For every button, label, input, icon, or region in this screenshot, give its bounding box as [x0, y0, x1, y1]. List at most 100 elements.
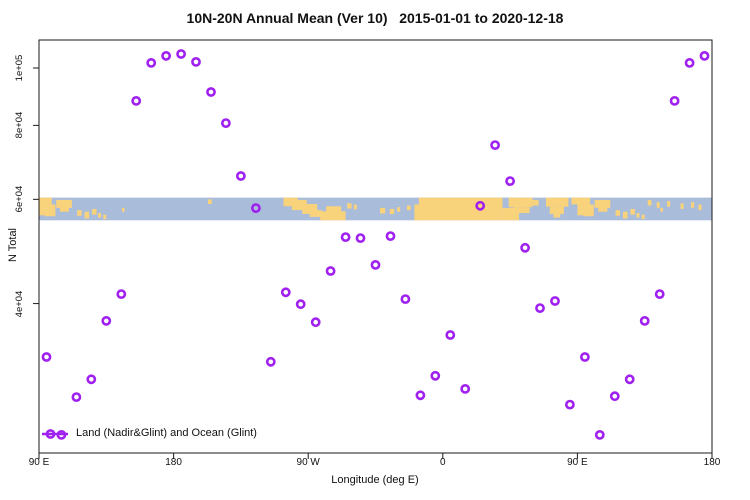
- map-band-land-patch: [680, 203, 684, 209]
- data-point: [41, 352, 52, 362]
- map-band-land-patch: [545, 197, 569, 207]
- y-tick-label: 6e+04: [14, 185, 25, 213]
- map-band-land-patch: [660, 207, 663, 212]
- map-band-land-patch: [513, 207, 530, 214]
- plot-frame: [38, 39, 713, 454]
- map-band-land-patch: [647, 199, 652, 206]
- map-band-land-patch: [92, 208, 97, 215]
- data-point: [295, 299, 306, 310]
- data-point: [161, 51, 171, 61]
- map-band-land-patch: [594, 199, 611, 208]
- map-band-land-patch: [326, 206, 342, 214]
- x-tick-label: 90 W: [296, 457, 320, 468]
- data-point: [475, 200, 486, 211]
- data-point: [490, 140, 500, 150]
- data-point: [235, 171, 246, 181]
- map-band-land-patch: [389, 208, 395, 214]
- data-point: [86, 374, 97, 385]
- map-band-land-patch: [291, 199, 307, 211]
- map-band-land-patch: [553, 213, 561, 218]
- data-point: [310, 317, 321, 328]
- x-axis-label: Longitude (deg E): [331, 474, 419, 486]
- map-band-land-patch: [84, 211, 90, 219]
- data-point: [325, 266, 336, 276]
- map-band-land-patch: [583, 204, 594, 217]
- x-tick-label: 90 E: [28, 457, 50, 468]
- data-point: [131, 96, 142, 106]
- map-band-land-patch: [691, 202, 695, 208]
- map-band-land-patch: [207, 199, 212, 204]
- data-point: [609, 391, 620, 402]
- map-band-land-patch: [656, 202, 660, 208]
- data-point: [220, 118, 231, 128]
- data-point: [340, 232, 351, 242]
- data-point: [460, 383, 471, 394]
- map-band-land-patch: [418, 197, 503, 221]
- map-band-land-patch: [414, 204, 421, 221]
- map-band-land-patch: [59, 206, 69, 212]
- data-point: [116, 289, 127, 299]
- x-tick-label: 90 E: [567, 457, 588, 468]
- x-tick-label: 180: [165, 457, 182, 468]
- map-band-land-patch: [598, 206, 608, 212]
- map-band-land-patch: [532, 199, 539, 206]
- map-band-water-patch: [502, 197, 509, 208]
- map-band-land-patch: [77, 210, 82, 216]
- data-point: [355, 233, 366, 243]
- data-point: [370, 259, 381, 270]
- map-band-land-patch: [56, 199, 72, 208]
- plot-title: 10N-20N Annual Mean (Ver 10) 2015-01-01 …: [186, 10, 564, 26]
- data-point: [400, 294, 411, 304]
- data-point: [101, 315, 112, 326]
- map-band-land-patch: [283, 197, 298, 207]
- map-band-land-patch: [347, 203, 352, 209]
- map-band-ocean: [39, 197, 712, 221]
- map-band-land-patch: [353, 204, 357, 210]
- data-point: [146, 58, 157, 68]
- map-band-land-patch: [615, 210, 621, 216]
- map-band-land-patch: [508, 197, 533, 208]
- map-band-land-patch: [667, 201, 671, 207]
- map-band-land-patch: [320, 211, 346, 221]
- y-tick-label: 1e+05: [14, 54, 25, 82]
- map-band-land-patch: [309, 210, 322, 217]
- map-band-land-patch: [549, 206, 564, 214]
- map-band-land-patch: [98, 213, 102, 218]
- data-point: [206, 87, 216, 97]
- data-point: [669, 96, 680, 106]
- data-point: [176, 49, 186, 59]
- data-point: [250, 203, 261, 213]
- map-band-land-patch: [406, 205, 411, 211]
- map-band-land-patch: [630, 208, 635, 215]
- map-band-land-patch: [397, 207, 401, 212]
- data-point: [415, 390, 426, 401]
- data-point: [550, 296, 560, 306]
- data-point: [385, 231, 396, 241]
- data-point: [430, 370, 441, 381]
- legend-label: Land (Nadir&Glint) and Ocean (Glint): [76, 427, 257, 439]
- map-band-land-patch: [698, 204, 702, 211]
- map-band-land-patch: [44, 204, 56, 217]
- map-band-land-patch: [623, 211, 628, 219]
- map-band-land-patch: [641, 214, 645, 220]
- map-band-land-patch: [571, 197, 581, 205]
- data-point: [684, 58, 695, 68]
- y-tick-label: 4e+04: [14, 290, 25, 317]
- map-band-land-patch: [302, 203, 318, 214]
- data-point: [265, 356, 276, 367]
- map-band-land-patch: [636, 213, 640, 218]
- data-point: [505, 176, 515, 186]
- data-point: [639, 315, 650, 326]
- data-point: [580, 352, 590, 362]
- data-point: [520, 242, 530, 253]
- x-tick-label: 180: [703, 457, 721, 468]
- data-point: [445, 330, 456, 340]
- legend-point-icon: [45, 429, 56, 439]
- x-tick-label: 0: [440, 457, 446, 468]
- data-point: [280, 287, 291, 298]
- data-point: [191, 57, 201, 67]
- map-band-land-patch: [379, 207, 386, 214]
- map-band-land-patch: [122, 207, 125, 212]
